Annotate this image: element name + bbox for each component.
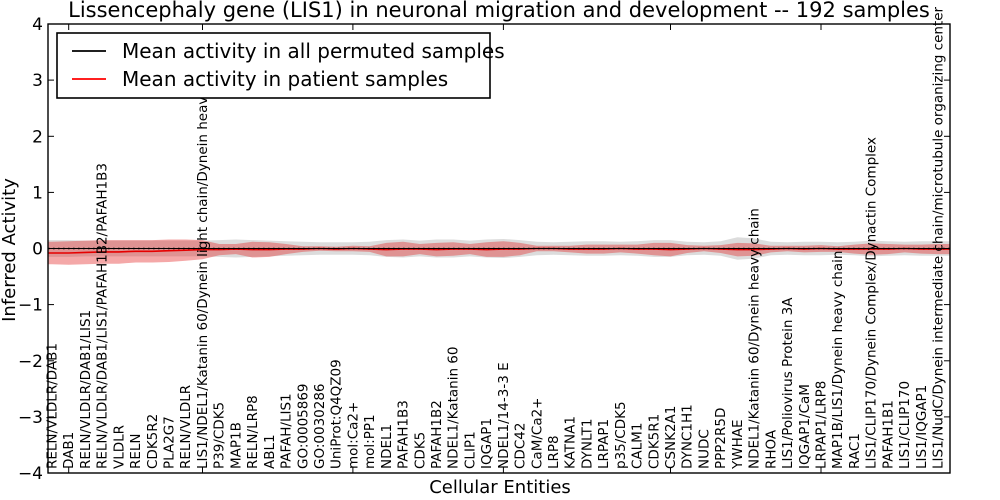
y-tick-label: 2 [32, 127, 43, 147]
x-entity-label: DYNLT1 [579, 419, 595, 470]
x-entity-label: GO:0005869 [295, 383, 311, 469]
x-entity-label: mol:Ca2+ [345, 402, 361, 469]
x-entity-label: KATNA1 [563, 416, 579, 469]
x-entity-label: LIS1/Poliovirus Protein 3A [780, 297, 796, 469]
patient-std-band [48, 239, 950, 265]
x-entity-label: NDEL1/14-3-3 E [496, 362, 512, 469]
y-tick-label: −4 [18, 464, 43, 484]
legend-label-patient: Mean activity in patient samples [122, 67, 448, 91]
x-entity-label: CaM/Ca2+ [529, 398, 545, 470]
x-entity-label: CDK5 [412, 432, 428, 469]
plot-dynamic-layer: RELN/VLDLR/DAB1 DAB1 RELN/VLDLR/DAB1/LIS1 R… [18, 6, 950, 484]
y-tick-label: 3 [32, 71, 43, 91]
x-entity-label: RELN/LRP8 [245, 395, 261, 469]
x-entity-label: LRP8 [546, 435, 562, 469]
x-entity-label: VLDLR [111, 425, 127, 469]
legend-label-permuted: Mean activity in all permuted samples [122, 39, 505, 63]
x-entity-label: PAFAH1B3 [396, 400, 412, 469]
x-entity-label: MAP1B [228, 422, 244, 469]
x-entity-label: NDEL1/Katanin 60 [446, 347, 462, 469]
x-entity-label: PAFAH1B2 [429, 400, 445, 469]
legend-box [56, 32, 491, 99]
x-entity-label: RELN/VLDLR [178, 385, 194, 469]
x-entity-label: PAFAH1B1 [880, 400, 896, 469]
x-entity-label: LIS1/IQGAP1 [914, 385, 930, 469]
x-entity-label: UniProt:Q4QZ09 [329, 359, 345, 469]
x-entity-label: LRPAP1 [596, 419, 612, 469]
x-entity-label: mol:PP1 [362, 414, 378, 469]
x-entity-label: RELN/VLDLR/DAB1 [45, 343, 61, 469]
x-entity-label: LIS1/CLIP170 [897, 381, 913, 469]
chart-title: Lissencephaly gene (LIS1) in neuronal mi… [68, 0, 930, 22]
x-entity-label: IQGAP1 [479, 418, 495, 469]
x-entity-label: LIS1/NudC/Dynein intermediate chain/micr… [931, 6, 947, 469]
x-entity-label: LIS1/CLIP170/Dynein Complex/Dynactin Com… [864, 137, 880, 469]
x-entity-label: CSNK2A1 [663, 406, 679, 469]
x-entity-label: NDEL1/Katanin 60/Dynein heavy chain [747, 208, 763, 469]
x-entity-label: GO:0030286 [312, 383, 328, 469]
x-entity-label: NDEL1 [379, 424, 395, 469]
x-entity-label: ABL1 [262, 434, 278, 469]
x-entity-label: CDK5R1 [646, 414, 662, 469]
y-tick-label: 0 [32, 240, 43, 260]
x-entity-label: RELN/VLDLR/DAB1/LIS1 [78, 310, 94, 469]
x-entity-label: DAB1 [61, 432, 77, 469]
x-entity-label: CALM1 [630, 423, 646, 469]
x-entity-label: p35/CDK5 [613, 401, 629, 469]
y-tick-label: −1 [18, 296, 43, 316]
y-tick-label: −3 [18, 408, 43, 428]
x-entity-label: YWHAE [730, 419, 746, 470]
x-entity-label: RAC1 [847, 433, 863, 469]
x-entity-label: RHOA [763, 429, 779, 469]
y-tick-label: 1 [32, 183, 43, 203]
x-entity-label: CDC42 [513, 423, 529, 469]
x-entity-label: P39/CDK5 [212, 402, 228, 469]
y-tick-label: −2 [18, 352, 43, 372]
x-entity-label: LRPAP1/LRP8 [814, 381, 830, 469]
x-entity-label: PLA2G7 [162, 416, 178, 469]
x-entity-label: MAP1B/LIS1/Dynein heavy chain [830, 251, 846, 469]
legend: Mean activity in all permuted samples Me… [56, 32, 505, 99]
x-axis-label: Cellular Entities [429, 477, 571, 498]
x-entity-label: CDK5R2 [145, 414, 161, 469]
x-entity-label: PPP2R5D [713, 408, 729, 469]
x-entity-label: IQGAP1/CaM [797, 384, 813, 469]
plot-frame [47, 23, 951, 474]
x-entity-label: DYNC1H1 [680, 404, 696, 469]
y-axis-label: Inferred Activity [0, 178, 20, 322]
x-entity-label: CLIP1 [462, 431, 478, 469]
x-entity-label: PAFAH/LIS1 [279, 393, 295, 469]
x-entity-label: LIS1/NDEL1/Katanin 60/Dynein light chain… [195, 48, 211, 469]
y-tick-label: 4 [32, 15, 43, 35]
x-entity-label: RELN [128, 433, 144, 469]
x-entity-label: RELN/VLDLR/DAB1/LIS1/PAFAH1B2/PAFAH1B3 [95, 163, 111, 469]
x-entity-label: NUDC [697, 429, 713, 469]
